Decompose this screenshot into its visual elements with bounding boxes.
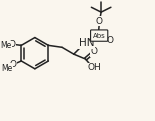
Text: O: O: [9, 40, 16, 49]
Text: Abs: Abs: [93, 33, 106, 39]
Text: OH: OH: [87, 63, 101, 72]
Text: O: O: [9, 60, 16, 69]
Text: O: O: [96, 17, 103, 26]
Text: HN: HN: [79, 38, 94, 48]
Text: Me: Me: [0, 41, 11, 50]
Text: Me: Me: [2, 64, 13, 73]
Text: O: O: [91, 47, 98, 56]
FancyBboxPatch shape: [91, 30, 108, 41]
Text: O: O: [107, 36, 114, 45]
